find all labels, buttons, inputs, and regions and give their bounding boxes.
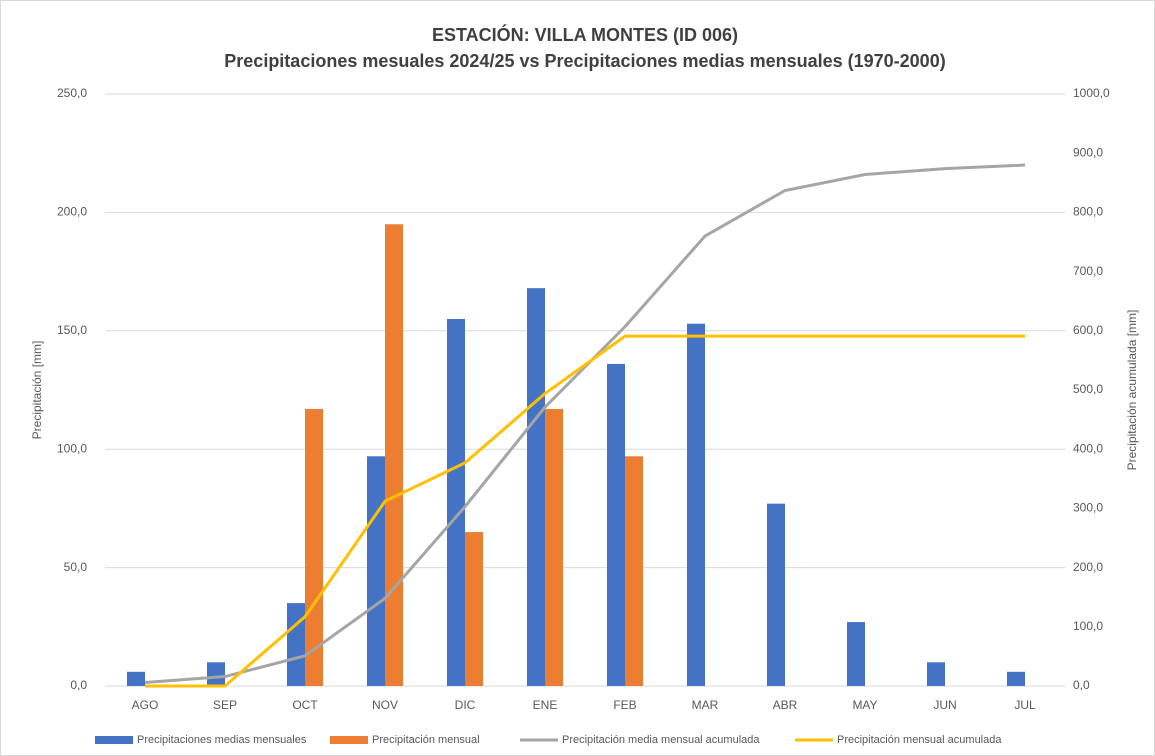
legend-label: Precipitación mensual acumulada — [837, 734, 1002, 746]
y2-tick-label: 500,0 — [1073, 382, 1103, 396]
line-series — [145, 334, 1025, 688]
chart-title: ESTACIÓN: VILLA MONTES (ID 006) — [432, 24, 738, 45]
y-tick-label: 150,0 — [57, 323, 87, 337]
bar — [687, 323, 705, 686]
bar — [305, 408, 323, 686]
bar — [127, 671, 145, 686]
x-tick-label: ENE — [533, 698, 558, 712]
legend-label: Precipitación media mensual acumulada — [562, 734, 760, 746]
bar — [367, 456, 385, 686]
legend-swatch — [330, 736, 368, 744]
y-tick-label: 50,0 — [64, 560, 88, 574]
y2-axis-title: Precipitación acumulada [mm] — [1125, 310, 1139, 471]
bar — [545, 408, 563, 686]
bar — [767, 503, 785, 686]
x-tick-label: OCT — [292, 698, 318, 712]
bar — [625, 456, 643, 686]
y-tick-label: 250,0 — [57, 86, 87, 100]
y-tick-label: 0,0 — [70, 678, 87, 692]
y2-tick-label: 900,0 — [1073, 145, 1103, 159]
y2-tick-label: 0,0 — [1073, 678, 1090, 692]
y-tick-label: 100,0 — [57, 441, 87, 455]
x-tick-label: SEP — [213, 698, 237, 712]
x-tick-label: DIC — [455, 698, 476, 712]
bar — [385, 224, 403, 687]
y2-tick-label: 600,0 — [1073, 323, 1103, 337]
bar — [607, 363, 625, 686]
x-tick-label: ABR — [773, 698, 798, 712]
x-tick-label: AGO — [132, 698, 159, 712]
x-tick-label: JUN — [933, 698, 956, 712]
y2-tick-label: 400,0 — [1073, 441, 1103, 455]
y-tick-label: 200,0 — [57, 205, 87, 219]
legend-label: Precipitaciones medias mensuales — [137, 734, 307, 746]
y2-tick-label: 200,0 — [1073, 560, 1103, 574]
x-tick-label: MAY — [852, 698, 877, 712]
legend-label: Precipitación mensual — [372, 734, 480, 746]
bar — [447, 318, 465, 686]
bar — [847, 622, 865, 686]
y2-tick-label: 300,0 — [1073, 501, 1103, 515]
x-tick-label: FEB — [613, 698, 636, 712]
bar — [465, 532, 483, 686]
legend-swatch — [95, 736, 133, 744]
chart-subtitle: Precipitaciones mesuales 2024/25 vs Prec… — [224, 51, 945, 71]
bar — [287, 603, 305, 686]
x-tick-label: MAR — [692, 698, 719, 712]
y2-tick-label: 100,0 — [1073, 619, 1103, 633]
y2-tick-label: 700,0 — [1073, 264, 1103, 278]
bar — [927, 662, 945, 686]
y-axis-title: Precipitación [mm] — [30, 341, 44, 440]
bar — [207, 662, 225, 686]
x-tick-label: JUL — [1014, 698, 1036, 712]
bar — [1007, 671, 1025, 686]
line-series — [144, 163, 1026, 684]
y2-tick-label: 800,0 — [1073, 205, 1103, 219]
y2-tick-label: 1000,0 — [1073, 86, 1110, 100]
x-tick-label: NOV — [372, 698, 398, 712]
bar — [527, 288, 545, 686]
